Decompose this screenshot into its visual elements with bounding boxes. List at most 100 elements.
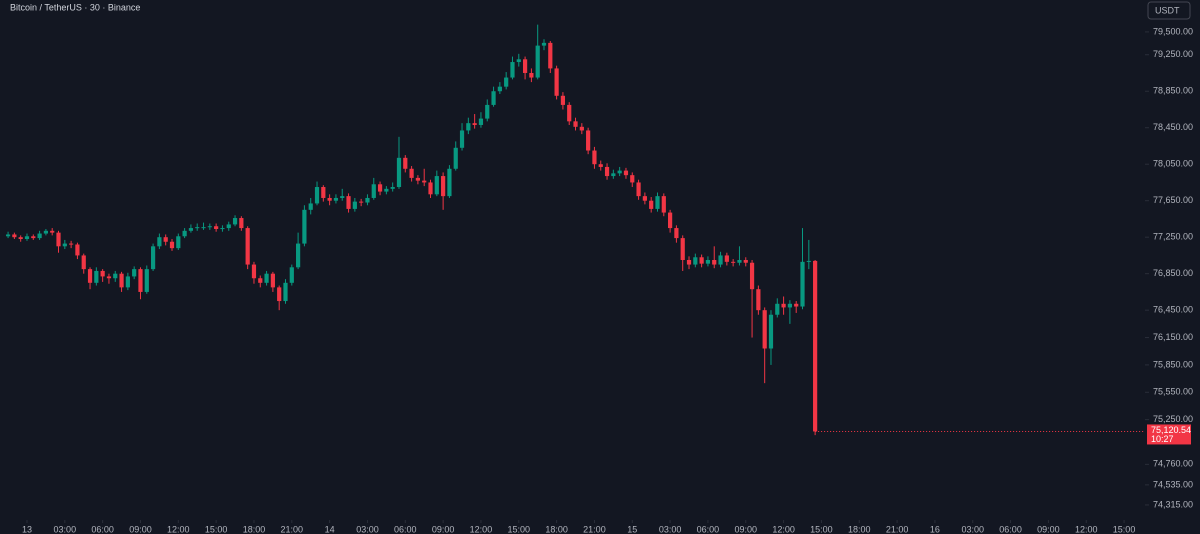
- candle-body: [75, 244, 80, 256]
- x-tick-label: 12:00: [1075, 524, 1098, 534]
- x-tick-label: 12:00: [470, 524, 493, 534]
- y-tick-label: 75,550.00: [1153, 387, 1193, 397]
- candle-body: [604, 166, 610, 177]
- y-tick-label: 77,250.00: [1153, 232, 1193, 242]
- candle-body: [813, 260, 818, 432]
- currency-button[interactable]: [1147, 1, 1191, 20]
- candle-body: [712, 260, 717, 265]
- candle-body: [390, 187, 395, 189]
- candle-body: [510, 62, 515, 78]
- x-tick-label: 06:00: [394, 524, 417, 534]
- x-tick-label: 18:00: [848, 524, 871, 534]
- y-tick-label: 78,850.00: [1153, 86, 1193, 96]
- x-tick-label: 03:00: [356, 524, 379, 534]
- candle-body: [377, 184, 383, 192]
- candle-body: [384, 188, 389, 192]
- candle-body: [642, 196, 647, 201]
- x-tick-label: 09:00: [129, 524, 152, 534]
- candle-body: [756, 289, 761, 311]
- candle-body: [491, 91, 496, 105]
- candle-body: [598, 164, 603, 167]
- candle-body: [188, 228, 194, 231]
- y-tick-label: 74,760.00: [1153, 459, 1193, 469]
- candle-body: [548, 42, 553, 69]
- candle-body: [302, 209, 307, 244]
- candle-body: [31, 236, 36, 239]
- candle-body: [560, 95, 566, 105]
- y-tick-label: 76,850.00: [1153, 268, 1193, 278]
- candle-body: [56, 232, 61, 247]
- candle-body: [655, 196, 660, 209]
- currency-label[interactable]: USDT: [1155, 5, 1180, 15]
- candle-body: [573, 121, 578, 127]
- candle-body: [81, 255, 86, 270]
- candle-body: [718, 255, 723, 265]
- candle-body: [592, 150, 597, 165]
- candle-body: [630, 175, 635, 183]
- candle-body: [434, 176, 439, 195]
- candle-body: [264, 273, 269, 283]
- candle-body: [617, 170, 622, 174]
- candle-body: [806, 260, 811, 262]
- candle-body: [453, 147, 458, 169]
- candle-body: [699, 257, 704, 264]
- x-tick-label: 16: [930, 524, 940, 534]
- candle-body: [119, 273, 124, 288]
- candle-body: [686, 260, 692, 265]
- candle-body: [138, 269, 143, 292]
- candle-body: [87, 269, 93, 283]
- candle-body: [308, 203, 313, 210]
- x-tick-label: 14: [325, 524, 335, 534]
- candle-body: [768, 314, 774, 349]
- candle-body: [737, 260, 742, 263]
- candle-body: [649, 200, 654, 209]
- candle-body: [415, 177, 420, 181]
- candle-body: [340, 196, 345, 198]
- candle-body: [586, 130, 591, 151]
- x-tick-label: 18:00: [243, 524, 266, 534]
- candle-body: [674, 228, 679, 239]
- x-tick-label: 21:00: [281, 524, 304, 534]
- x-tick-label: 15: [627, 524, 637, 534]
- candle-body: [333, 197, 339, 201]
- candle-body: [504, 77, 509, 87]
- candle-body: [705, 260, 711, 264]
- x-tick-label: 12:00: [772, 524, 795, 534]
- candle-body: [220, 228, 225, 230]
- candle-body: [321, 187, 326, 198]
- candle-body: [762, 310, 767, 349]
- candle-body: [668, 212, 673, 229]
- candle-body: [516, 59, 521, 63]
- x-tick-label: 12:00: [167, 524, 190, 534]
- candle-body: [150, 246, 156, 270]
- candle-body: [239, 218, 244, 229]
- candle-body: [283, 282, 288, 302]
- candle-body: [43, 230, 49, 234]
- x-tick-label: 15:00: [205, 524, 228, 534]
- y-tick-label: 75,850.00: [1153, 359, 1193, 369]
- candle-body: [94, 270, 99, 283]
- candle-body: [535, 45, 540, 78]
- y-tick-label: 79,250.00: [1153, 49, 1193, 59]
- candle-body: [24, 236, 30, 240]
- x-tick-label: 21:00: [583, 524, 606, 534]
- candle-body: [371, 184, 376, 198]
- candle-body: [106, 276, 112, 279]
- x-tick-label: 21:00: [886, 524, 909, 534]
- candle-body: [37, 233, 42, 239]
- candle-body: [794, 303, 799, 307]
- candle-body: [195, 227, 200, 229]
- candle-body: [466, 123, 471, 131]
- candle-body: [352, 201, 357, 209]
- candle-body: [201, 227, 206, 229]
- candle-body: [245, 228, 250, 265]
- candle-body: [485, 104, 490, 119]
- candle-body: [258, 278, 263, 283]
- chart-title: Bitcoin / TetherUS · 30 · Binance: [10, 2, 140, 12]
- y-tick-label: 74,315.00: [1153, 499, 1193, 509]
- candle-body: [296, 243, 301, 268]
- y-tick-label: 78,050.00: [1153, 159, 1193, 169]
- x-tick-label: 13: [22, 524, 32, 534]
- candle-body: [623, 170, 629, 176]
